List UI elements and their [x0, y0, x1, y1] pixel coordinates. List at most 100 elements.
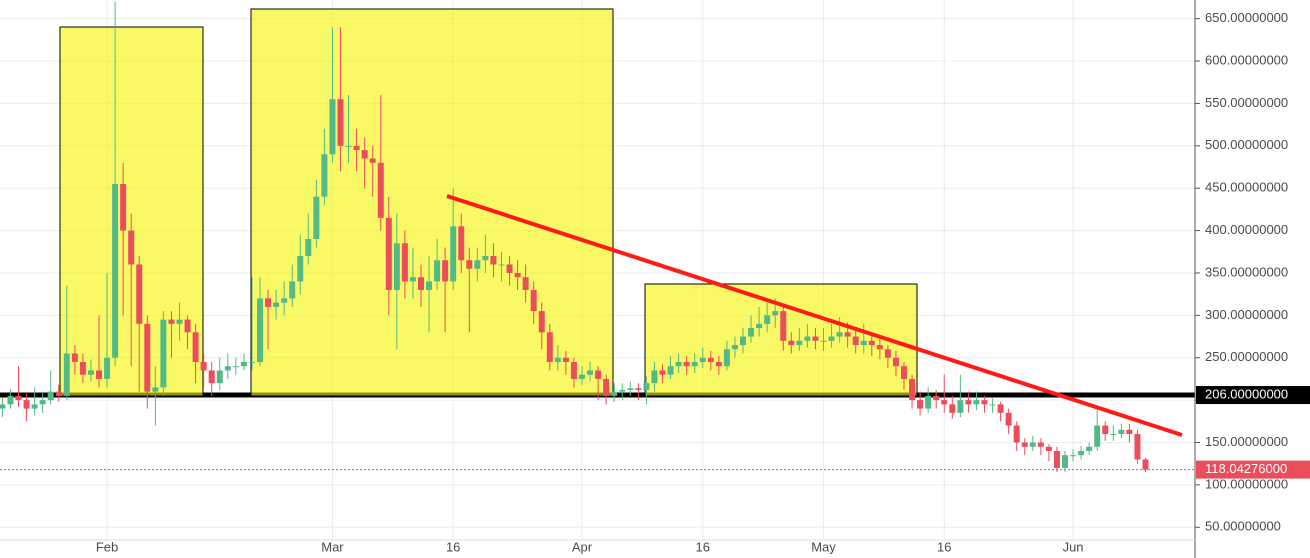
candle-body [426, 281, 433, 290]
price-label: 118.04276000 [1205, 461, 1287, 476]
y-tick-label: 600.00000000 [1205, 52, 1288, 67]
candle-body [401, 243, 408, 282]
candle-body [7, 395, 14, 405]
candle-body [385, 217, 392, 290]
candle-body [579, 374, 585, 379]
candle-body [740, 336, 746, 346]
candle-body [240, 361, 247, 367]
y-tick-label: 350.00000000 [1205, 264, 1288, 279]
candle-body [989, 404, 996, 406]
candle-body [546, 332, 553, 362]
candle-body [216, 370, 223, 384]
candle-body [828, 336, 835, 341]
candle-body [1102, 425, 1109, 435]
candle-body [973, 400, 980, 405]
candle-body [152, 387, 159, 392]
candle-body [474, 260, 481, 269]
y-tick-label: 50.00000000 [1205, 519, 1281, 534]
candle-body [603, 378, 610, 396]
candle-body [820, 340, 827, 342]
candle-body [490, 256, 497, 265]
candle-body [965, 400, 972, 405]
candle-body [361, 150, 368, 159]
x-tick-label: Jun [1063, 539, 1084, 554]
candle-body [683, 361, 690, 367]
candle-body [265, 298, 272, 307]
candle-body [957, 400, 964, 413]
candle-body [23, 400, 30, 409]
candle-body [1029, 442, 1036, 447]
candle-body [345, 145, 352, 147]
candle-body [87, 370, 94, 375]
candle-body [892, 357, 899, 367]
candle-body [562, 357, 569, 362]
candle-body [0, 404, 6, 409]
candle-body [1126, 429, 1133, 435]
candle-body [1142, 459, 1149, 470]
candle-body [884, 349, 891, 358]
candle-body [192, 332, 199, 362]
candle-body [611, 391, 618, 396]
candle-body [941, 400, 948, 405]
candle-body [1078, 450, 1085, 456]
candle-body [104, 357, 111, 379]
candle-body [506, 264, 513, 273]
price-label: 206.00000000 [1205, 386, 1288, 401]
candle-body [305, 239, 312, 257]
candle-body [144, 323, 151, 392]
candle-body [224, 366, 231, 371]
candle-body [675, 361, 682, 367]
candle-body [136, 264, 143, 324]
candle-body [1005, 412, 1012, 426]
candle-body [1037, 442, 1044, 447]
candle-body [860, 340, 867, 346]
candle-body [909, 378, 916, 401]
y-tick-label: 500.00000000 [1205, 137, 1288, 152]
candle-body [731, 345, 738, 350]
candle-body [434, 260, 441, 282]
candle-body [96, 370, 102, 379]
candle-body [756, 323, 763, 329]
candles [0, 1, 1149, 473]
candle-body [868, 340, 875, 346]
candle-body [321, 154, 328, 197]
candle-body [530, 289, 537, 312]
candle-body [71, 353, 78, 362]
candle-body [458, 226, 465, 261]
candle-body [1086, 446, 1093, 451]
candle-body [723, 349, 730, 367]
x-tick-label: Apr [572, 539, 593, 554]
candle-body [1094, 425, 1101, 447]
candle-body [369, 158, 376, 163]
candle-body [1118, 429, 1125, 435]
candle-body [1013, 425, 1020, 443]
x-tick-label: 16 [446, 539, 460, 554]
candle-body [184, 319, 191, 333]
candle-body [1134, 434, 1141, 460]
candle-body [393, 243, 400, 290]
candle-body [297, 256, 304, 282]
candle-body [329, 99, 336, 155]
axis: 50.00000000100.00000000150.00000000200.0… [96, 10, 1310, 554]
trend-line [446, 194, 1183, 437]
candle-body [651, 370, 658, 384]
candle-body [804, 336, 811, 341]
candle-body [538, 311, 545, 333]
candle-body [667, 366, 674, 375]
candle-body [208, 370, 215, 384]
candle-body [337, 99, 344, 146]
price-label-bg [1196, 460, 1310, 479]
candle-body [281, 298, 288, 303]
x-tick-label: May [811, 539, 836, 554]
candle-body [1110, 434, 1117, 436]
candle-body [635, 388, 642, 390]
candle-body [554, 357, 561, 362]
candle-body [257, 298, 263, 362]
candle-body [418, 277, 424, 290]
candle-body [1045, 446, 1052, 451]
annotation-boxes [59, 8, 918, 397]
candle-body [595, 370, 602, 379]
